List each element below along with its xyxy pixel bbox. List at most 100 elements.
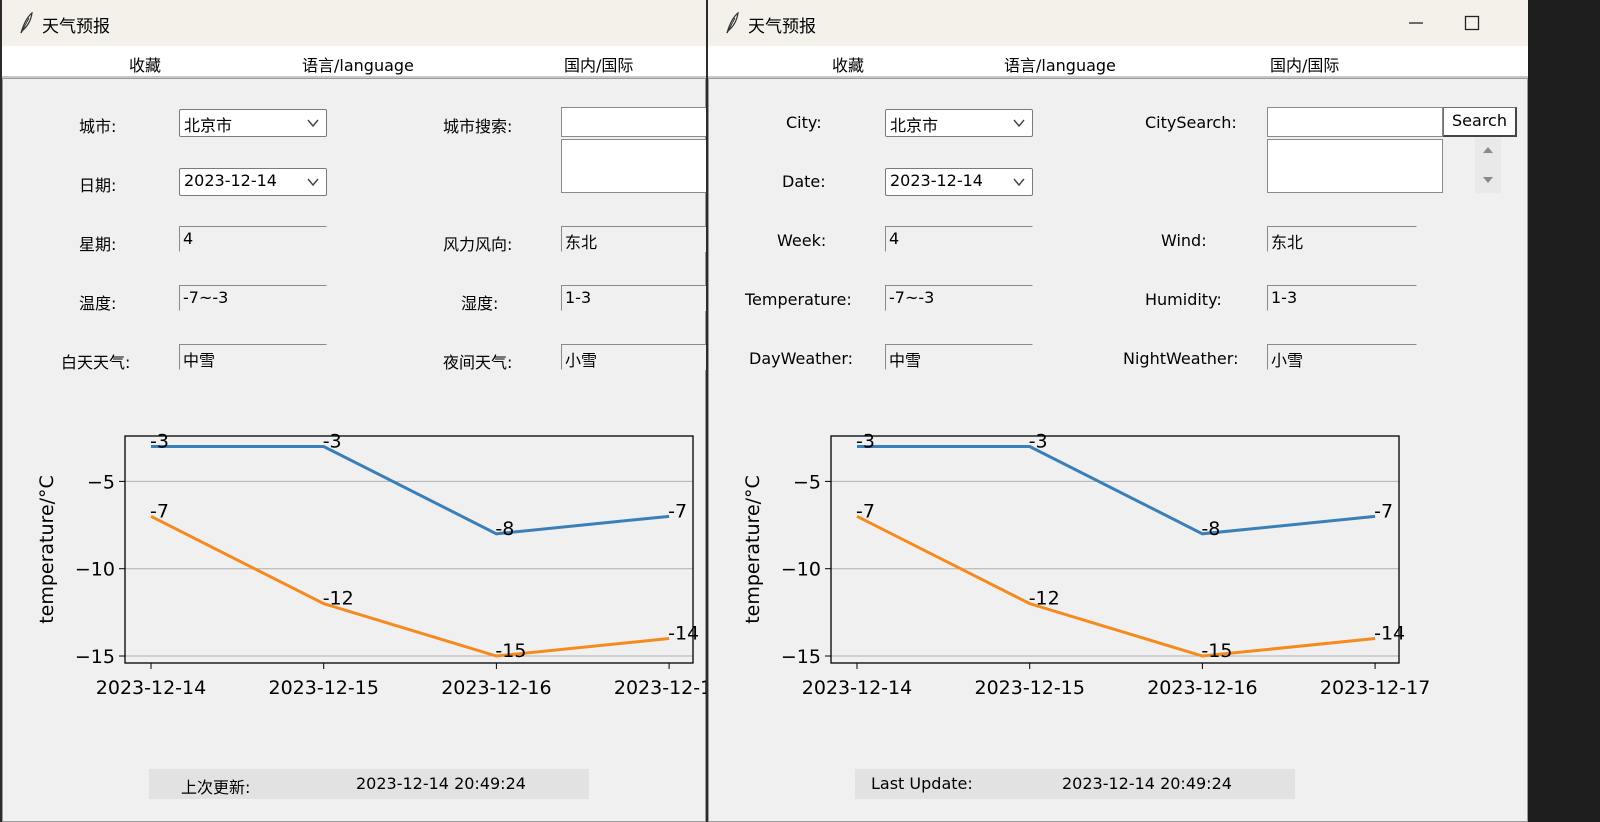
y-axis-label: temperature/°C [36,475,58,624]
scrollbar-arrows [1483,147,1493,183]
night-weather-field[interactable]: 小雪 [1267,344,1417,370]
menu-language[interactable]: 语言/language [302,56,414,75]
humidity-field[interactable]: 1-3 [1267,285,1417,311]
data-label: -3 [323,430,342,452]
y-tick-label: −5 [793,471,821,493]
city-search-input[interactable] [561,107,706,137]
x-tick-label: 2023-12-15 [268,677,378,699]
data-label: -3 [150,430,169,452]
y-tick-label: −15 [781,646,821,668]
menu-domestic-international[interactable]: 国内/国际 [564,56,634,75]
humidity-field[interactable]: 1-3 [561,285,706,311]
last-update-label: 上次更新: [181,778,251,797]
title-bar[interactable]: 天气预报 [708,0,1528,46]
x-tick-label: 2023-12-15 [974,677,1084,699]
data-label: -7 [150,500,169,522]
date-select-value: 2023-12-14 [184,171,277,190]
results-scrollbar[interactable] [1475,137,1501,193]
wind-field[interactable]: 东北 [1267,226,1417,252]
data-label: -7 [668,500,687,522]
chevron-down-icon [307,178,319,187]
temperature-label: Temperature: [745,290,852,309]
data-label: -7 [1374,500,1393,522]
window-title: 天气预报 [748,17,816,37]
y-tick-label: −15 [75,646,115,668]
plot-frame [124,435,694,664]
data-label: -15 [1201,640,1232,662]
menu-favorites[interactable]: 收藏 [129,56,162,75]
menu-domestic-international[interactable]: 国内/国际 [1270,56,1340,75]
title-bar[interactable]: 天气预报 [2,0,706,46]
temperature-field[interactable]: -7~-3 [885,285,1033,311]
series-line-2 [856,514,1376,658]
last-update-value: 2023-12-14 20:49:24 [1062,774,1232,793]
last-update-label: Last Update: [871,774,973,793]
temperature-label: 温度: [79,294,117,313]
date-select-value: 2023-12-14 [890,171,983,190]
maximize-button[interactable] [1452,8,1492,38]
chevron-down-icon [1013,119,1025,128]
plot-frame [830,435,1400,664]
city-select-value: 北京市 [890,116,939,135]
date-select[interactable]: 2023-12-14 [179,168,327,196]
temperature-chart: −5 −10 −15 2023-12-14 2023-12-15 2023-12-16 20… [742,430,1430,699]
day-weather-label: 白天天气: [61,353,131,372]
scroll-down-icon[interactable] [1483,177,1493,183]
data-label: -12 [323,588,354,610]
data-label: -7 [856,500,875,522]
series-line-1 [857,444,1376,536]
search-results-list[interactable] [1267,139,1443,193]
y-tick-label: −5 [87,471,115,493]
day-weather-field[interactable]: 中雪 [885,344,1033,370]
feather-icon [726,12,739,34]
minimize-icon [1409,22,1423,24]
data-label: -3 [856,430,875,452]
close-button[interactable] [1521,8,1528,38]
date-label: Date: [782,172,826,191]
week-label: Week: [777,231,827,250]
x-tick-label: 2023-12-14 [96,677,206,699]
week-field[interactable]: 4 [885,226,1033,252]
wind-label: Wind: [1161,231,1207,250]
humidity-label: 湿度: [461,294,499,313]
status-bar: Last Update: 2023-12-14 20:49:24 [855,769,1295,799]
wind-field[interactable]: 东北 [561,226,706,252]
search-button[interactable]: Search [1443,107,1517,137]
y-tick-label: −10 [75,559,115,581]
menu-language[interactable]: 语言/language [1004,56,1116,75]
minimize-button[interactable] [1396,8,1436,38]
temperature-field[interactable]: -7~-3 [179,285,327,311]
menu-favorites[interactable]: 收藏 [832,56,865,75]
date-label: 日期: [79,176,117,195]
last-update-value: 2023-12-14 20:49:24 [356,774,526,793]
x-tick-label: 2023-12-16 [441,677,551,699]
city-select[interactable]: 北京市 [885,109,1033,137]
city-select[interactable]: 北京市 [179,109,327,137]
day-weather-field[interactable]: 中雪 [179,344,327,370]
scroll-up-icon[interactable] [1483,147,1493,153]
chevron-down-icon [1013,178,1025,187]
main-panel: 城市: 北京市 日期: 2023-12-14 星期: 4 温度: -7~-3 白… [2,78,706,822]
city-search-label: 城市搜索: [443,117,513,136]
data-label: -3 [1029,430,1048,452]
city-label: City: [786,113,822,132]
series-line-1 [151,444,670,536]
data-label: -14 [1374,623,1405,645]
city-select-value: 北京市 [184,116,233,135]
weather-window-english: 天气预报 收藏 语言/language 国内/国际 City: 北京市 Date… [706,0,1528,822]
status-bar: 上次更新: 2023-12-14 20:49:24 [149,769,589,799]
night-weather-field[interactable]: 小雪 [561,344,706,370]
maximize-icon [1464,15,1480,31]
x-tick-label: 2023-12-14 [802,677,912,699]
night-weather-label: NightWeather: [1123,349,1239,368]
search-results-list[interactable] [561,139,706,193]
weather-window-chinese: 天气预报 收藏 语言/language 国内/国际 城市: 北京市 日期: 20… [0,0,706,822]
week-field[interactable]: 4 [179,226,327,252]
temperature-chart: −5 −10 −15 2023-12-14 2023-12-15 2023-12-16 20… [36,430,706,699]
x-tick-label: 2023-12-16 [1147,677,1257,699]
city-search-label: CitySearch: [1145,113,1237,132]
feather-icon [20,12,33,34]
date-select[interactable]: 2023-12-14 [885,168,1033,196]
city-search-input[interactable] [1267,107,1443,137]
city-label: 城市: [79,117,117,136]
